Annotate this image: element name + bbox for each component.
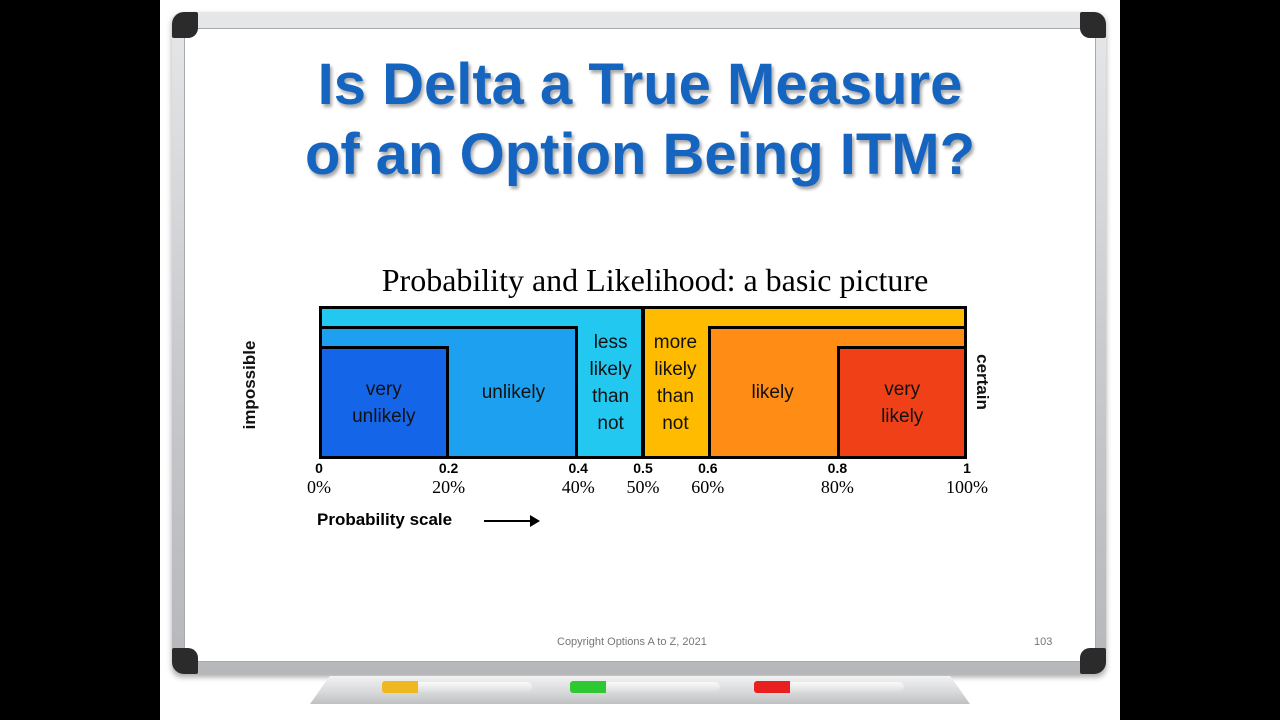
slide-title-line2: of an Option Being ITM? (304, 122, 976, 187)
tick-percent-label: 40% (561, 477, 595, 497)
tick-label: 0.8 (827, 460, 848, 476)
tick-percent-label: 60% (691, 477, 725, 497)
frame-corner (1080, 12, 1106, 38)
tick-percent-label: 20% (432, 477, 466, 497)
tick-percent-label: 0% (307, 477, 331, 497)
red-marker (754, 681, 904, 693)
frame-corner (172, 648, 198, 674)
slide-title: Is Delta a True Measure of an Option Bei… (160, 50, 1120, 190)
page-number: 103 (1034, 636, 1053, 648)
yellow-marker (382, 681, 532, 693)
tick-label: 0.4 (568, 460, 588, 476)
category-label: likely (751, 382, 794, 403)
tick-percent-label: 50% (626, 477, 660, 497)
green-marker (570, 681, 720, 693)
category-label: more likely than not (653, 331, 698, 434)
tick-percent-label: 100% (946, 477, 988, 497)
tick-label: 0.5 (633, 460, 653, 476)
probability-scale-label: Probability scale (317, 510, 453, 529)
scale-arrow (484, 520, 532, 522)
tick-label: 0.6 (698, 460, 718, 476)
frame-corner (172, 12, 198, 38)
category-label: unlikely (481, 382, 546, 403)
tick-label: 0 (315, 460, 323, 476)
diagram-title: Probability and Likelihood: a basic pict… (381, 262, 929, 298)
category-label: very likely (881, 378, 924, 427)
tick-label: 0.2 (438, 460, 459, 476)
frame-corner (1080, 648, 1106, 674)
tick-percent-label: 80% (820, 477, 854, 497)
copyright-footer: Copyright Options A to Z, 2021 (557, 636, 707, 648)
category-label: less likely than not (589, 331, 632, 434)
left-end-label: impossible (240, 340, 259, 430)
category-box-very-likely (837, 346, 967, 459)
category-label: very unlikely (352, 378, 416, 427)
slide-title-line1: Is Delta a True Measure (317, 52, 963, 117)
category-box-very-unlikely (319, 346, 449, 459)
right-end-label: certain (973, 354, 992, 410)
tick-label: 1 (963, 460, 971, 476)
slide: Is Delta a True Measure of an Option Bei… (160, 0, 1120, 720)
arrow-right-icon (530, 515, 540, 527)
